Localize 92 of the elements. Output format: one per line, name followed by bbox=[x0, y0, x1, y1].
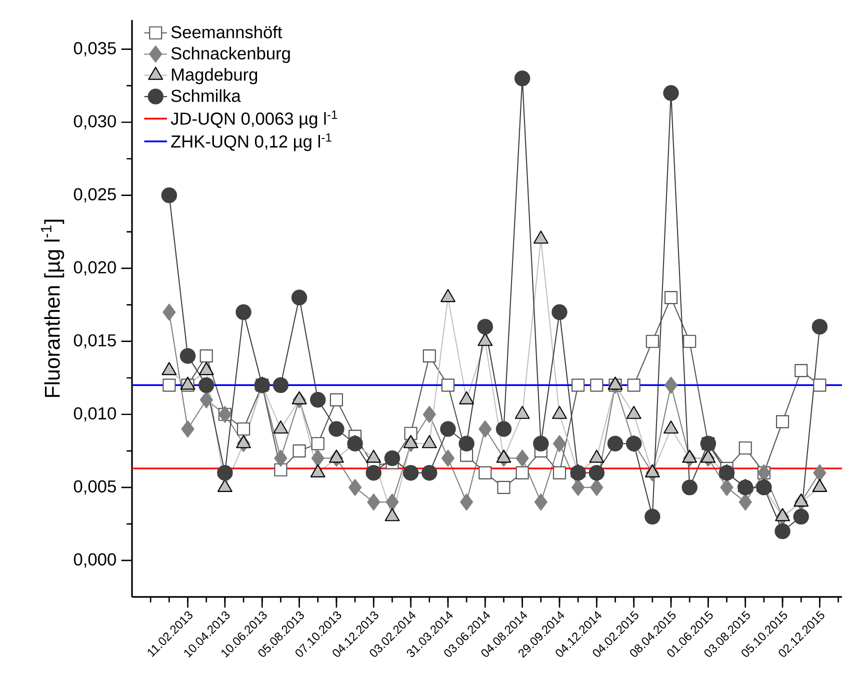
legend-label: Schmilka bbox=[171, 89, 241, 102]
point bbox=[402, 464, 419, 481]
point bbox=[738, 494, 752, 511]
y-tick-label: 0,035 bbox=[74, 42, 116, 56]
point bbox=[514, 70, 530, 86]
point bbox=[683, 334, 696, 348]
point bbox=[441, 450, 455, 467]
point bbox=[607, 436, 624, 452]
point bbox=[460, 494, 474, 511]
point bbox=[588, 464, 605, 481]
point bbox=[590, 378, 604, 392]
point bbox=[478, 466, 492, 480]
point bbox=[198, 377, 214, 394]
y-tick-label: 0,010 bbox=[74, 407, 116, 422]
point bbox=[570, 464, 586, 481]
point bbox=[274, 450, 288, 467]
point bbox=[718, 464, 735, 481]
point bbox=[422, 464, 438, 481]
point bbox=[533, 436, 549, 452]
point bbox=[236, 422, 250, 436]
point bbox=[627, 378, 640, 392]
point bbox=[552, 466, 566, 480]
point bbox=[478, 420, 492, 438]
legend-label: Seemannshöft bbox=[171, 26, 282, 38]
point bbox=[552, 435, 566, 452]
point bbox=[422, 406, 436, 423]
point bbox=[477, 318, 494, 335]
point bbox=[794, 364, 808, 378]
point bbox=[552, 304, 568, 320]
point bbox=[497, 480, 510, 494]
point bbox=[644, 508, 660, 525]
point bbox=[386, 494, 399, 511]
point bbox=[664, 290, 678, 304]
point bbox=[328, 421, 344, 437]
point bbox=[646, 334, 659, 348]
point bbox=[756, 480, 772, 496]
y-tick-label: 0,030 bbox=[74, 115, 116, 130]
point bbox=[663, 85, 679, 101]
point bbox=[162, 378, 176, 392]
point bbox=[291, 290, 308, 306]
point bbox=[812, 318, 828, 335]
point bbox=[572, 478, 585, 496]
point bbox=[367, 494, 380, 511]
y-tick-label: 0,005 bbox=[74, 480, 116, 495]
point bbox=[776, 415, 790, 428]
point bbox=[311, 450, 324, 467]
point bbox=[384, 450, 400, 466]
point bbox=[496, 421, 512, 437]
point bbox=[200, 391, 213, 408]
point bbox=[347, 436, 363, 452]
y-tick-label: 0,000 bbox=[74, 553, 116, 568]
point bbox=[793, 508, 809, 525]
point bbox=[422, 349, 436, 362]
point bbox=[181, 420, 194, 438]
point bbox=[366, 464, 382, 481]
point bbox=[516, 466, 529, 480]
y-axis-title: Fluoranthen [µg l$^{-1}$] bbox=[41, 220, 64, 397]
point bbox=[813, 378, 826, 392]
point bbox=[311, 437, 324, 450]
legend-label: Schnackenburg bbox=[171, 46, 290, 63]
point bbox=[737, 480, 754, 496]
point bbox=[572, 378, 585, 392]
point bbox=[738, 441, 752, 455]
point bbox=[310, 392, 326, 408]
y-tick-label: 0,020 bbox=[74, 261, 116, 276]
point bbox=[217, 464, 233, 481]
point bbox=[162, 304, 176, 321]
y-tick-label: 0,015 bbox=[74, 334, 116, 349]
point bbox=[292, 444, 306, 458]
point bbox=[774, 523, 790, 540]
point bbox=[440, 421, 456, 437]
point bbox=[590, 478, 604, 496]
point bbox=[441, 378, 455, 392]
point bbox=[534, 494, 548, 511]
point bbox=[458, 436, 474, 452]
point bbox=[664, 376, 678, 394]
point bbox=[161, 187, 178, 204]
point bbox=[813, 464, 826, 482]
legend-label: JD-UQN 0,0063 µg l$^{-1}$ bbox=[170, 110, 338, 128]
point bbox=[720, 478, 734, 496]
point bbox=[272, 377, 289, 394]
point bbox=[682, 480, 698, 496]
point bbox=[200, 349, 213, 362]
point bbox=[516, 450, 529, 467]
legend-label: Magdeburg bbox=[172, 68, 258, 84]
point bbox=[330, 393, 343, 406]
point bbox=[274, 463, 288, 476]
point bbox=[236, 304, 252, 320]
legend-label: ZHK-UQN 0,12 µg l$^{-1}$ bbox=[171, 133, 332, 152]
y-tick-label: 0,025 bbox=[74, 188, 116, 202]
point bbox=[180, 348, 196, 364]
point bbox=[348, 478, 362, 496]
